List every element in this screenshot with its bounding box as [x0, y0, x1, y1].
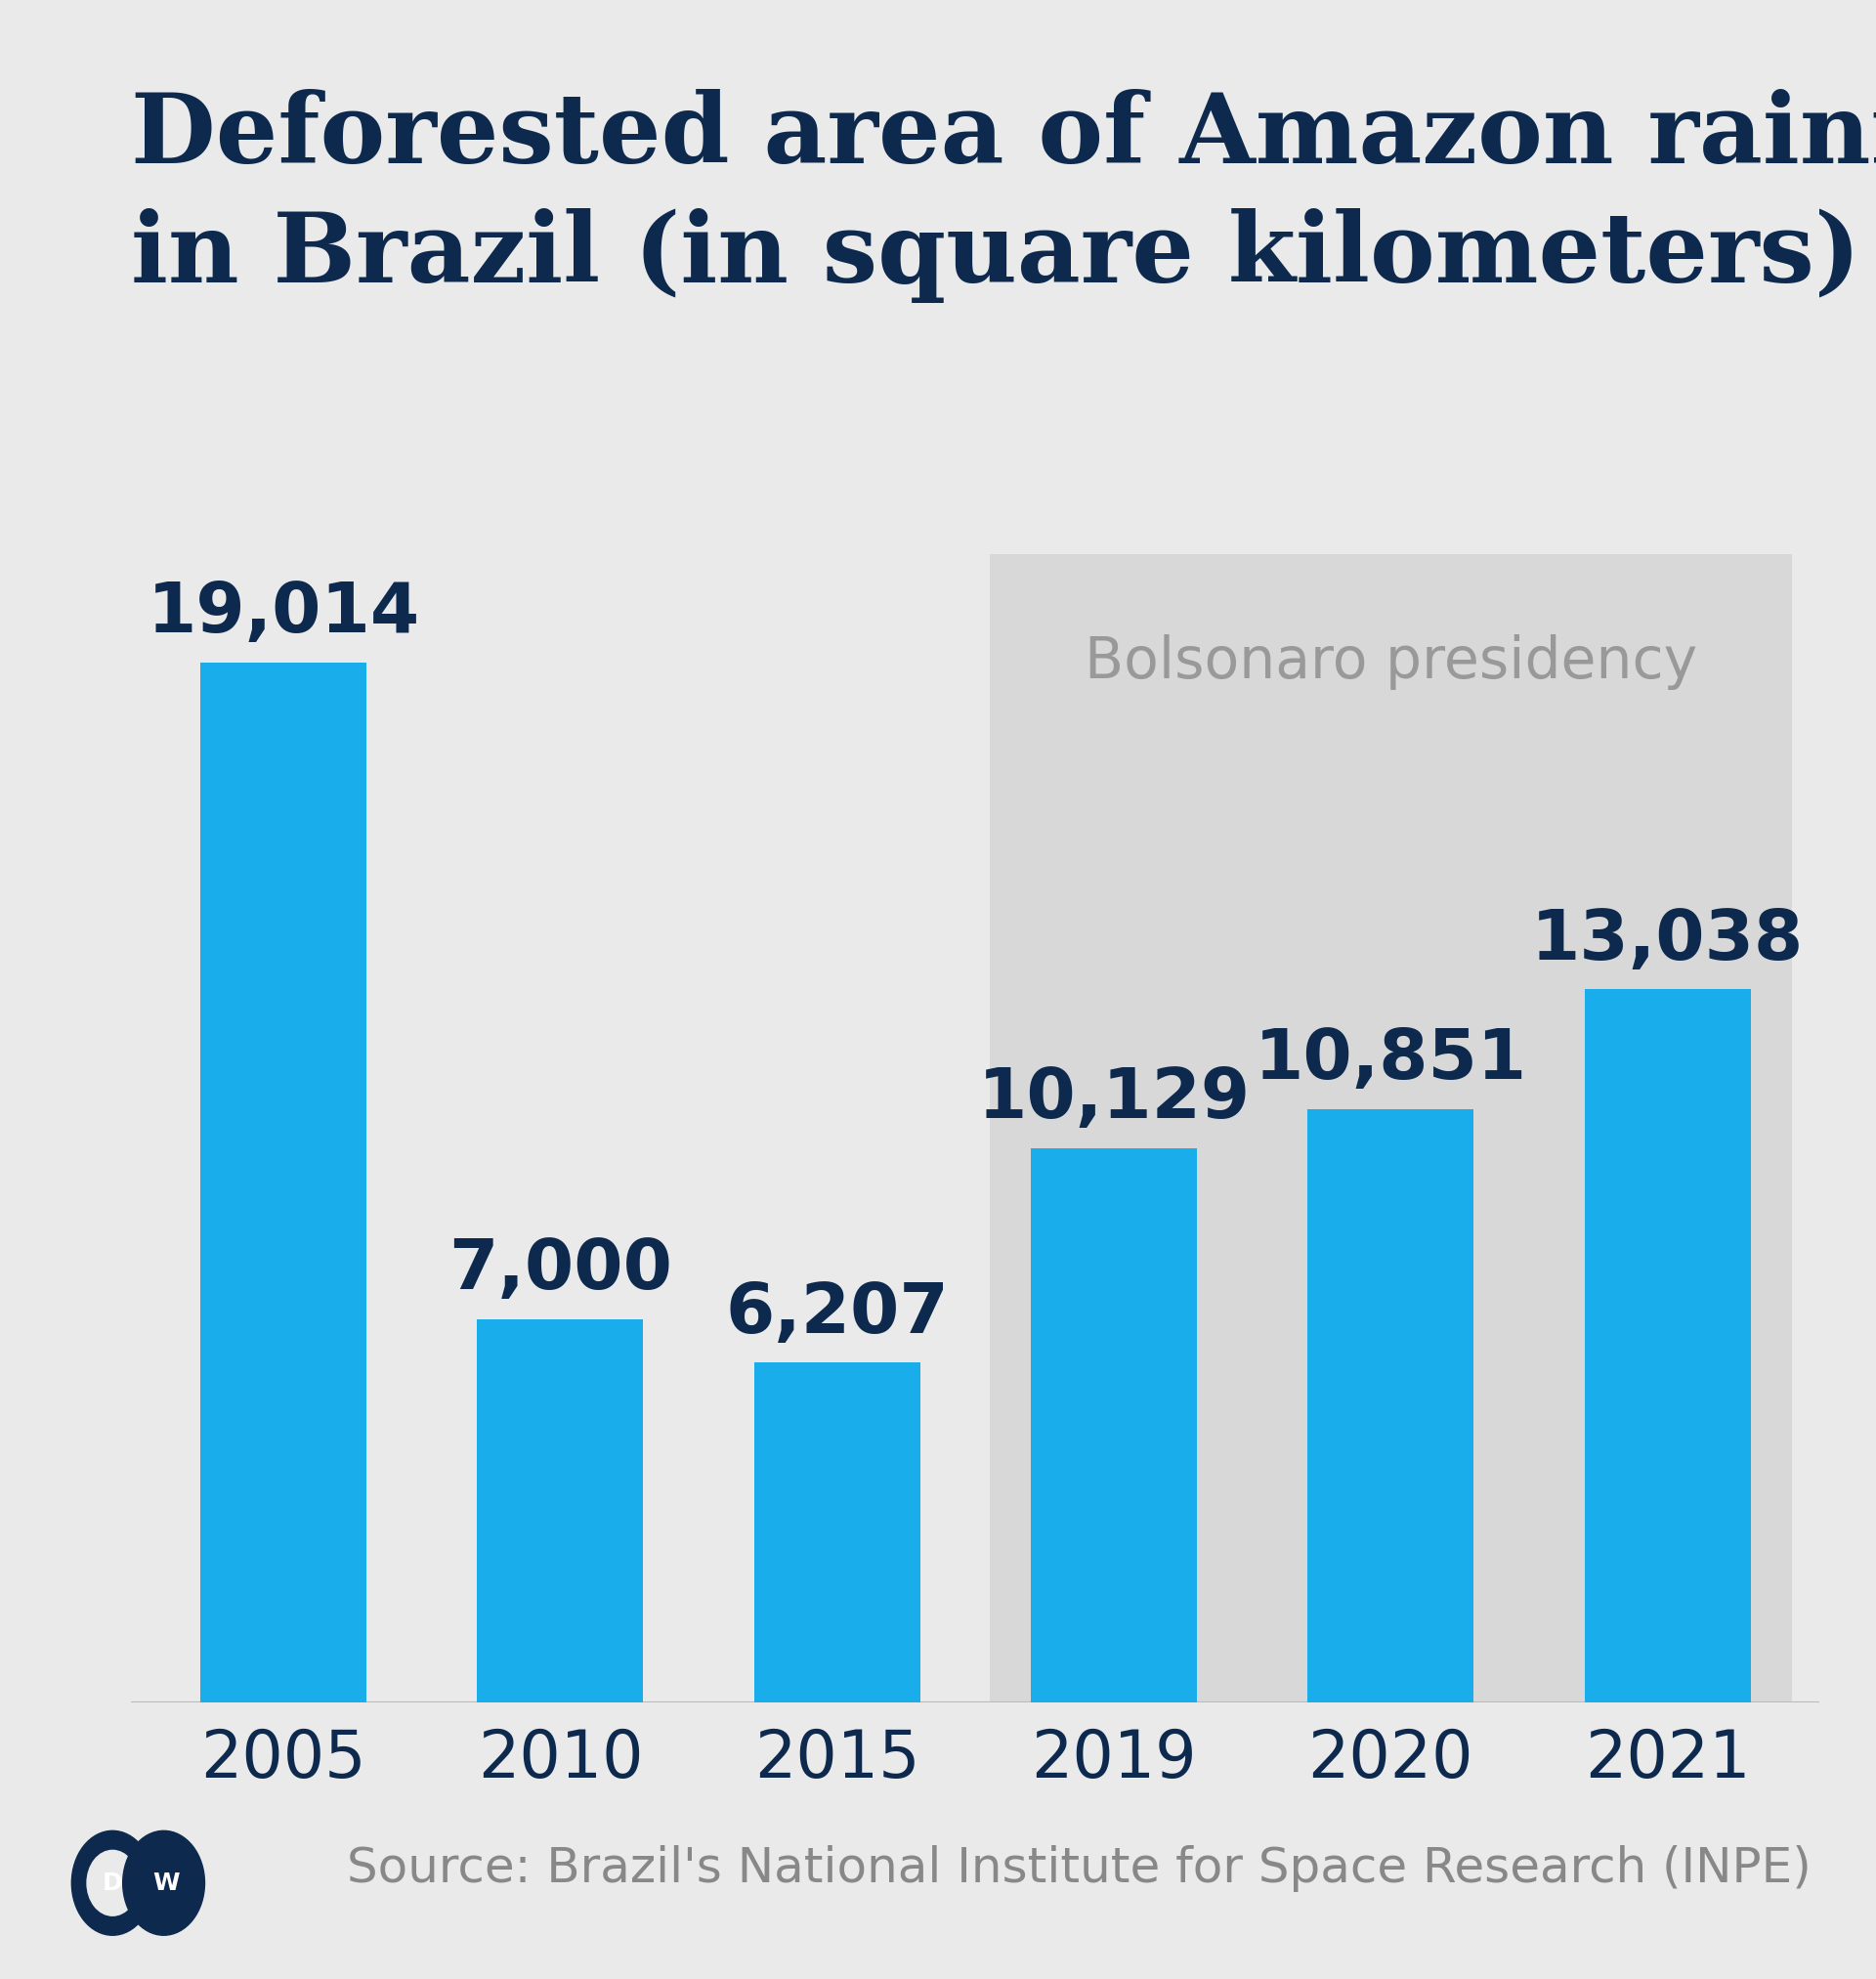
Text: 10,129: 10,129 — [977, 1065, 1249, 1134]
Circle shape — [122, 1831, 204, 1935]
Text: Deforested area of Amazon rainforest: Deforested area of Amazon rainforest — [131, 89, 1876, 184]
Bar — [1585, 990, 1750, 1702]
Bar — [754, 1364, 919, 1702]
Circle shape — [86, 1850, 139, 1916]
Text: D: D — [103, 1872, 122, 1894]
Bar — [1032, 1148, 1197, 1702]
Bar — [201, 663, 366, 1702]
Text: in Brazil (in square kilometers): in Brazil (in square kilometers) — [131, 208, 1861, 303]
Text: 19,014: 19,014 — [146, 580, 420, 647]
Circle shape — [71, 1831, 154, 1935]
Text: 10,851: 10,851 — [1255, 1025, 1527, 1094]
Text: 6,207: 6,207 — [726, 1280, 949, 1348]
Text: W: W — [152, 1872, 180, 1894]
Text: Source: Brazil's National Institute for Space Research (INPE): Source: Brazil's National Institute for … — [347, 1844, 1812, 1892]
Text: Bolsonaro presidency: Bolsonaro presidency — [1084, 635, 1698, 691]
Bar — [477, 1320, 643, 1702]
Text: 7,000: 7,000 — [448, 1237, 672, 1304]
FancyBboxPatch shape — [989, 554, 1792, 1702]
Bar — [1308, 1108, 1475, 1702]
Text: 13,038: 13,038 — [1531, 906, 1805, 974]
